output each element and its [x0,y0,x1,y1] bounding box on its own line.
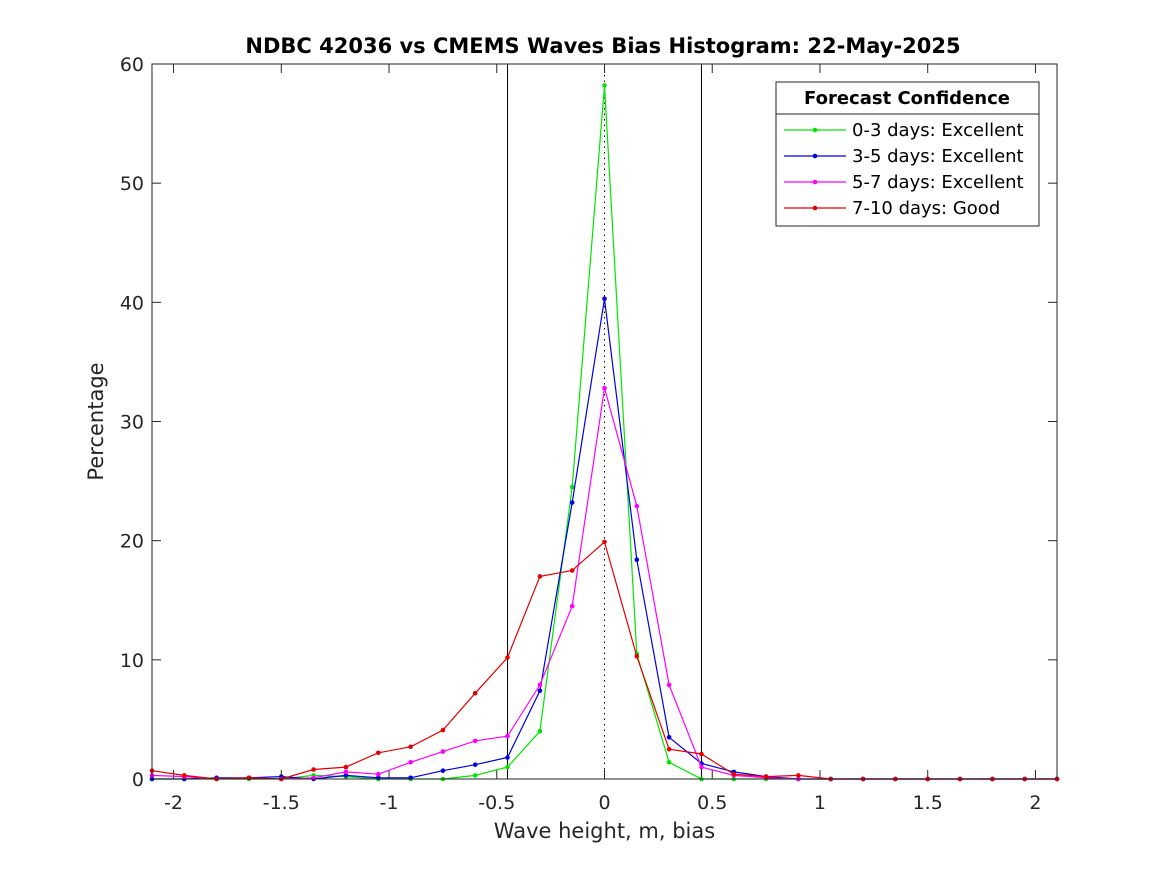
data-point [537,682,543,688]
data-point [666,735,672,740]
data-point [472,762,478,767]
x-tick-label: -1 [380,792,399,814]
data-point [376,771,381,777]
x-tick-label: -1.5 [263,792,300,814]
legend-entry-label: 7-10 days: Good [852,198,1000,219]
data-point [537,574,543,579]
data-point [763,774,769,779]
data-point [731,771,737,777]
y-tick-label: 30 [120,412,144,434]
legend-swatch-marker [812,127,818,133]
legend: Forecast Confidence 0-3 days: Excellent 3… [775,81,1040,227]
data-point [182,773,187,778]
data-point [537,729,543,734]
y-tick-label: 20 [120,531,144,553]
x-tick-label: 0 [598,792,610,814]
x-tick-label: -2 [164,792,183,814]
x-tick-label: 0.5 [697,792,727,814]
data-point [602,296,607,302]
data-point [666,682,672,688]
data-point [796,773,801,778]
data-point [343,773,349,778]
data-point [634,557,640,562]
legend-entry-label: 5-7 days: Excellent [852,172,1024,193]
x-tick-label: -0.5 [478,792,515,814]
data-point [440,727,446,733]
legend-entry-label: 0-3 days: Excellent [852,120,1024,141]
legend-swatch-marker [812,179,818,185]
data-point [311,767,316,772]
legend-swatch-marker [812,205,818,211]
data-point [408,760,413,765]
data-point [343,769,349,775]
data-point [666,746,672,752]
data-point [472,690,478,696]
data-point [343,764,349,770]
legend-entry-label: 3-5 days: Excellent [852,146,1024,167]
x-tick-label: 1 [814,792,826,814]
data-point [602,539,607,545]
data-point [699,751,704,757]
legend-box [775,81,1040,227]
data-point [602,385,607,391]
data-point [440,768,446,773]
y-tick-label: 0 [132,769,144,791]
data-point [699,764,704,770]
data-point [569,500,575,505]
data-point [505,764,510,770]
legend-title: Forecast Confidence [804,88,1010,109]
data-point [505,733,510,739]
data-point [440,749,446,754]
data-point [569,484,575,490]
data-point [376,750,381,756]
x-tick-label: 2 [1029,792,1041,814]
y-tick-label: 50 [120,173,144,195]
data-point [569,603,575,609]
data-point [472,773,478,778]
data-point [634,654,640,659]
data-point [505,655,510,660]
data-point [537,688,543,694]
chart-title: NDBC 42036 vs CMEMS Waves Bias Histogram… [245,34,960,58]
y-tick-label: 10 [120,650,144,672]
x-tick-label: 1.5 [913,792,943,814]
y-axis-label: Percentage [84,362,108,480]
data-point [666,760,672,765]
y-tick-label: 60 [120,54,144,76]
x-axis-label: Wave height, m, bias [494,819,715,843]
data-point [408,744,413,750]
data-point [602,83,607,88]
data-point [505,755,510,760]
plot-frame [151,63,1058,780]
data-point [634,503,640,509]
data-point [569,568,575,573]
y-tick-label: 40 [120,292,144,314]
data-point [472,738,478,744]
legend-swatch-marker [812,153,818,159]
